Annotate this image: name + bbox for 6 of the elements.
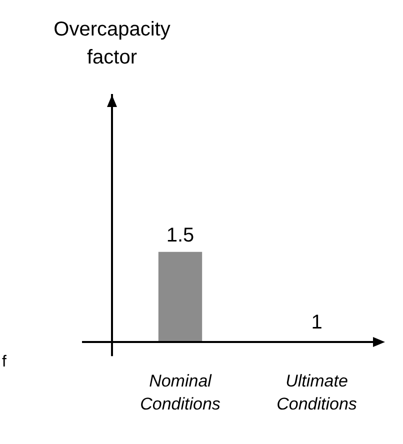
text: Overcapacity factor [54,18,170,69]
text: f [2,354,7,371]
x-tick-label: Nominal Conditions [140,371,221,414]
data-label: 1.5 [166,224,194,246]
data-label: 1 [311,312,322,334]
x-tick-label: Ultimate Conditions [276,371,358,414]
